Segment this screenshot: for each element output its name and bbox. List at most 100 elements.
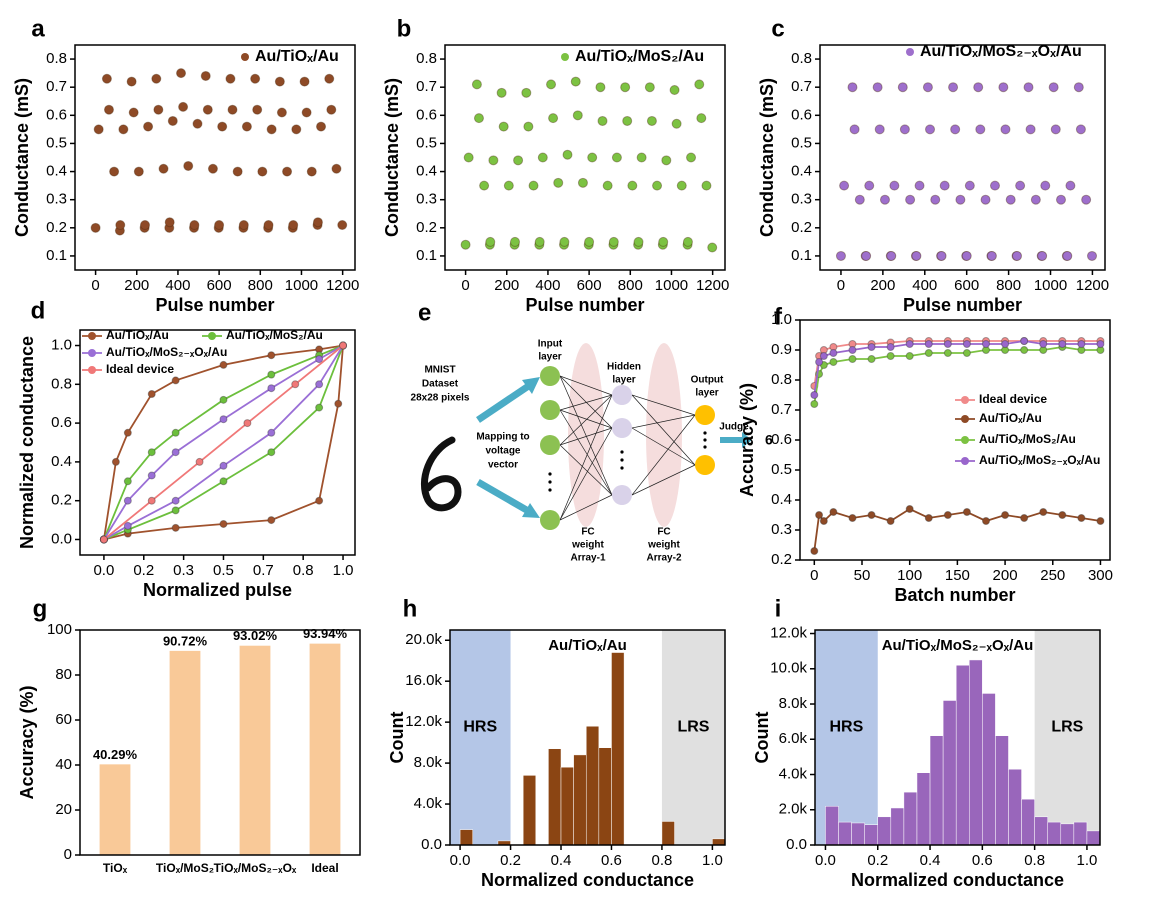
legend-marker <box>88 332 96 340</box>
point <box>510 236 520 247</box>
point <box>925 124 936 135</box>
region <box>1034 630 1100 845</box>
point <box>922 82 933 93</box>
layer-label: Hidden <box>607 362 641 373</box>
connection <box>559 427 613 446</box>
y-tick-label: 0.2 <box>791 219 812 236</box>
legend-label: Au/TiOₓ/MoS₂/Au <box>575 48 704 65</box>
point <box>867 343 876 351</box>
y-tick-label: 4.0k <box>779 765 808 782</box>
weight-label: weight <box>647 540 680 551</box>
panel-label: c <box>771 15 784 42</box>
bar <box>864 824 879 846</box>
point <box>158 163 169 174</box>
point <box>572 110 583 121</box>
x-tick-label: 0 <box>810 567 818 584</box>
bar <box>712 838 726 846</box>
x-tick-label: 50 <box>854 567 871 584</box>
point <box>848 355 857 363</box>
y-axis-label: Accuracy (%) <box>737 383 757 497</box>
result-label: 6 <box>765 432 773 448</box>
point <box>686 152 697 163</box>
point <box>948 82 959 93</box>
y-tick-label: 0.4 <box>791 163 812 180</box>
point <box>819 517 828 525</box>
point <box>315 355 324 364</box>
x-tick-label: 0 <box>837 277 845 294</box>
bar <box>239 645 271 855</box>
connection <box>631 394 696 466</box>
legend-label: Au/TiOₓ/MoS₂₋ₓOₓ/Au <box>979 453 1100 467</box>
point <box>147 448 156 457</box>
point <box>266 124 277 135</box>
point <box>886 352 895 360</box>
point <box>250 73 261 84</box>
legend-marker <box>961 415 969 423</box>
weight-label: FC <box>657 527 670 538</box>
connections <box>559 375 696 521</box>
point <box>1048 82 1059 93</box>
point <box>241 121 252 132</box>
point <box>1096 517 1105 525</box>
connection <box>559 409 613 429</box>
x-tick-label: 1000 <box>1034 277 1067 294</box>
y-tick-label: 0.5 <box>416 134 437 151</box>
point <box>147 390 156 399</box>
y-tick-label: 0.5 <box>771 461 792 478</box>
x-tick-label: 600 <box>207 277 232 294</box>
dataset-text: 28x28 pixels <box>411 393 470 404</box>
ellipsis <box>548 480 552 484</box>
x-tick-label: 0.2 <box>500 852 521 869</box>
point <box>810 547 819 555</box>
point <box>982 340 990 348</box>
point <box>839 180 850 191</box>
bar <box>522 775 537 846</box>
ellipsis <box>620 458 624 462</box>
panel-label: a <box>31 15 45 42</box>
point <box>847 82 858 93</box>
y-tick-label: 0.8 <box>46 50 67 67</box>
value-label: 93.02% <box>233 628 278 643</box>
point <box>123 477 132 486</box>
x-tick-label: 0.5 <box>213 562 234 579</box>
bar <box>890 807 905 846</box>
point <box>548 113 559 124</box>
point <box>1055 194 1066 205</box>
mapping-text: voltage <box>485 446 520 457</box>
legend-label: Au/TiOₓ/MoS₂/Au <box>979 432 1076 446</box>
bar <box>903 791 918 846</box>
y-tick-label: 8.0k <box>779 695 808 712</box>
point <box>140 220 150 230</box>
point <box>854 194 865 205</box>
point <box>1001 340 1010 348</box>
y-tick-label: 0 <box>64 846 72 863</box>
dataset-text: Dataset <box>422 379 459 390</box>
point <box>682 236 693 247</box>
point <box>595 82 606 93</box>
point <box>523 121 534 132</box>
arrow <box>476 382 532 423</box>
panel-label: e <box>418 299 431 326</box>
x-axis-label: Normalized conductance <box>481 870 694 890</box>
point <box>1015 180 1026 191</box>
weight-label: weight <box>571 540 604 551</box>
point <box>924 340 933 348</box>
arrow-head <box>742 432 752 448</box>
point <box>562 149 573 160</box>
x-tick-label: 0.2 <box>133 562 154 579</box>
point <box>980 194 991 205</box>
x-tick-label: 300 <box>1088 567 1113 584</box>
point <box>171 376 180 385</box>
x-axis-label: Normalized pulse <box>143 580 292 600</box>
point <box>986 250 997 261</box>
x-tick-label: 800 <box>618 277 643 294</box>
point <box>1030 194 1041 205</box>
point <box>815 511 824 519</box>
y-tick-label: 8.0k <box>414 754 443 771</box>
connection <box>559 427 613 521</box>
point <box>886 517 895 525</box>
point <box>998 82 1009 93</box>
y-tick-label: 0.7 <box>46 78 67 95</box>
connection <box>559 375 613 496</box>
point <box>243 419 252 428</box>
